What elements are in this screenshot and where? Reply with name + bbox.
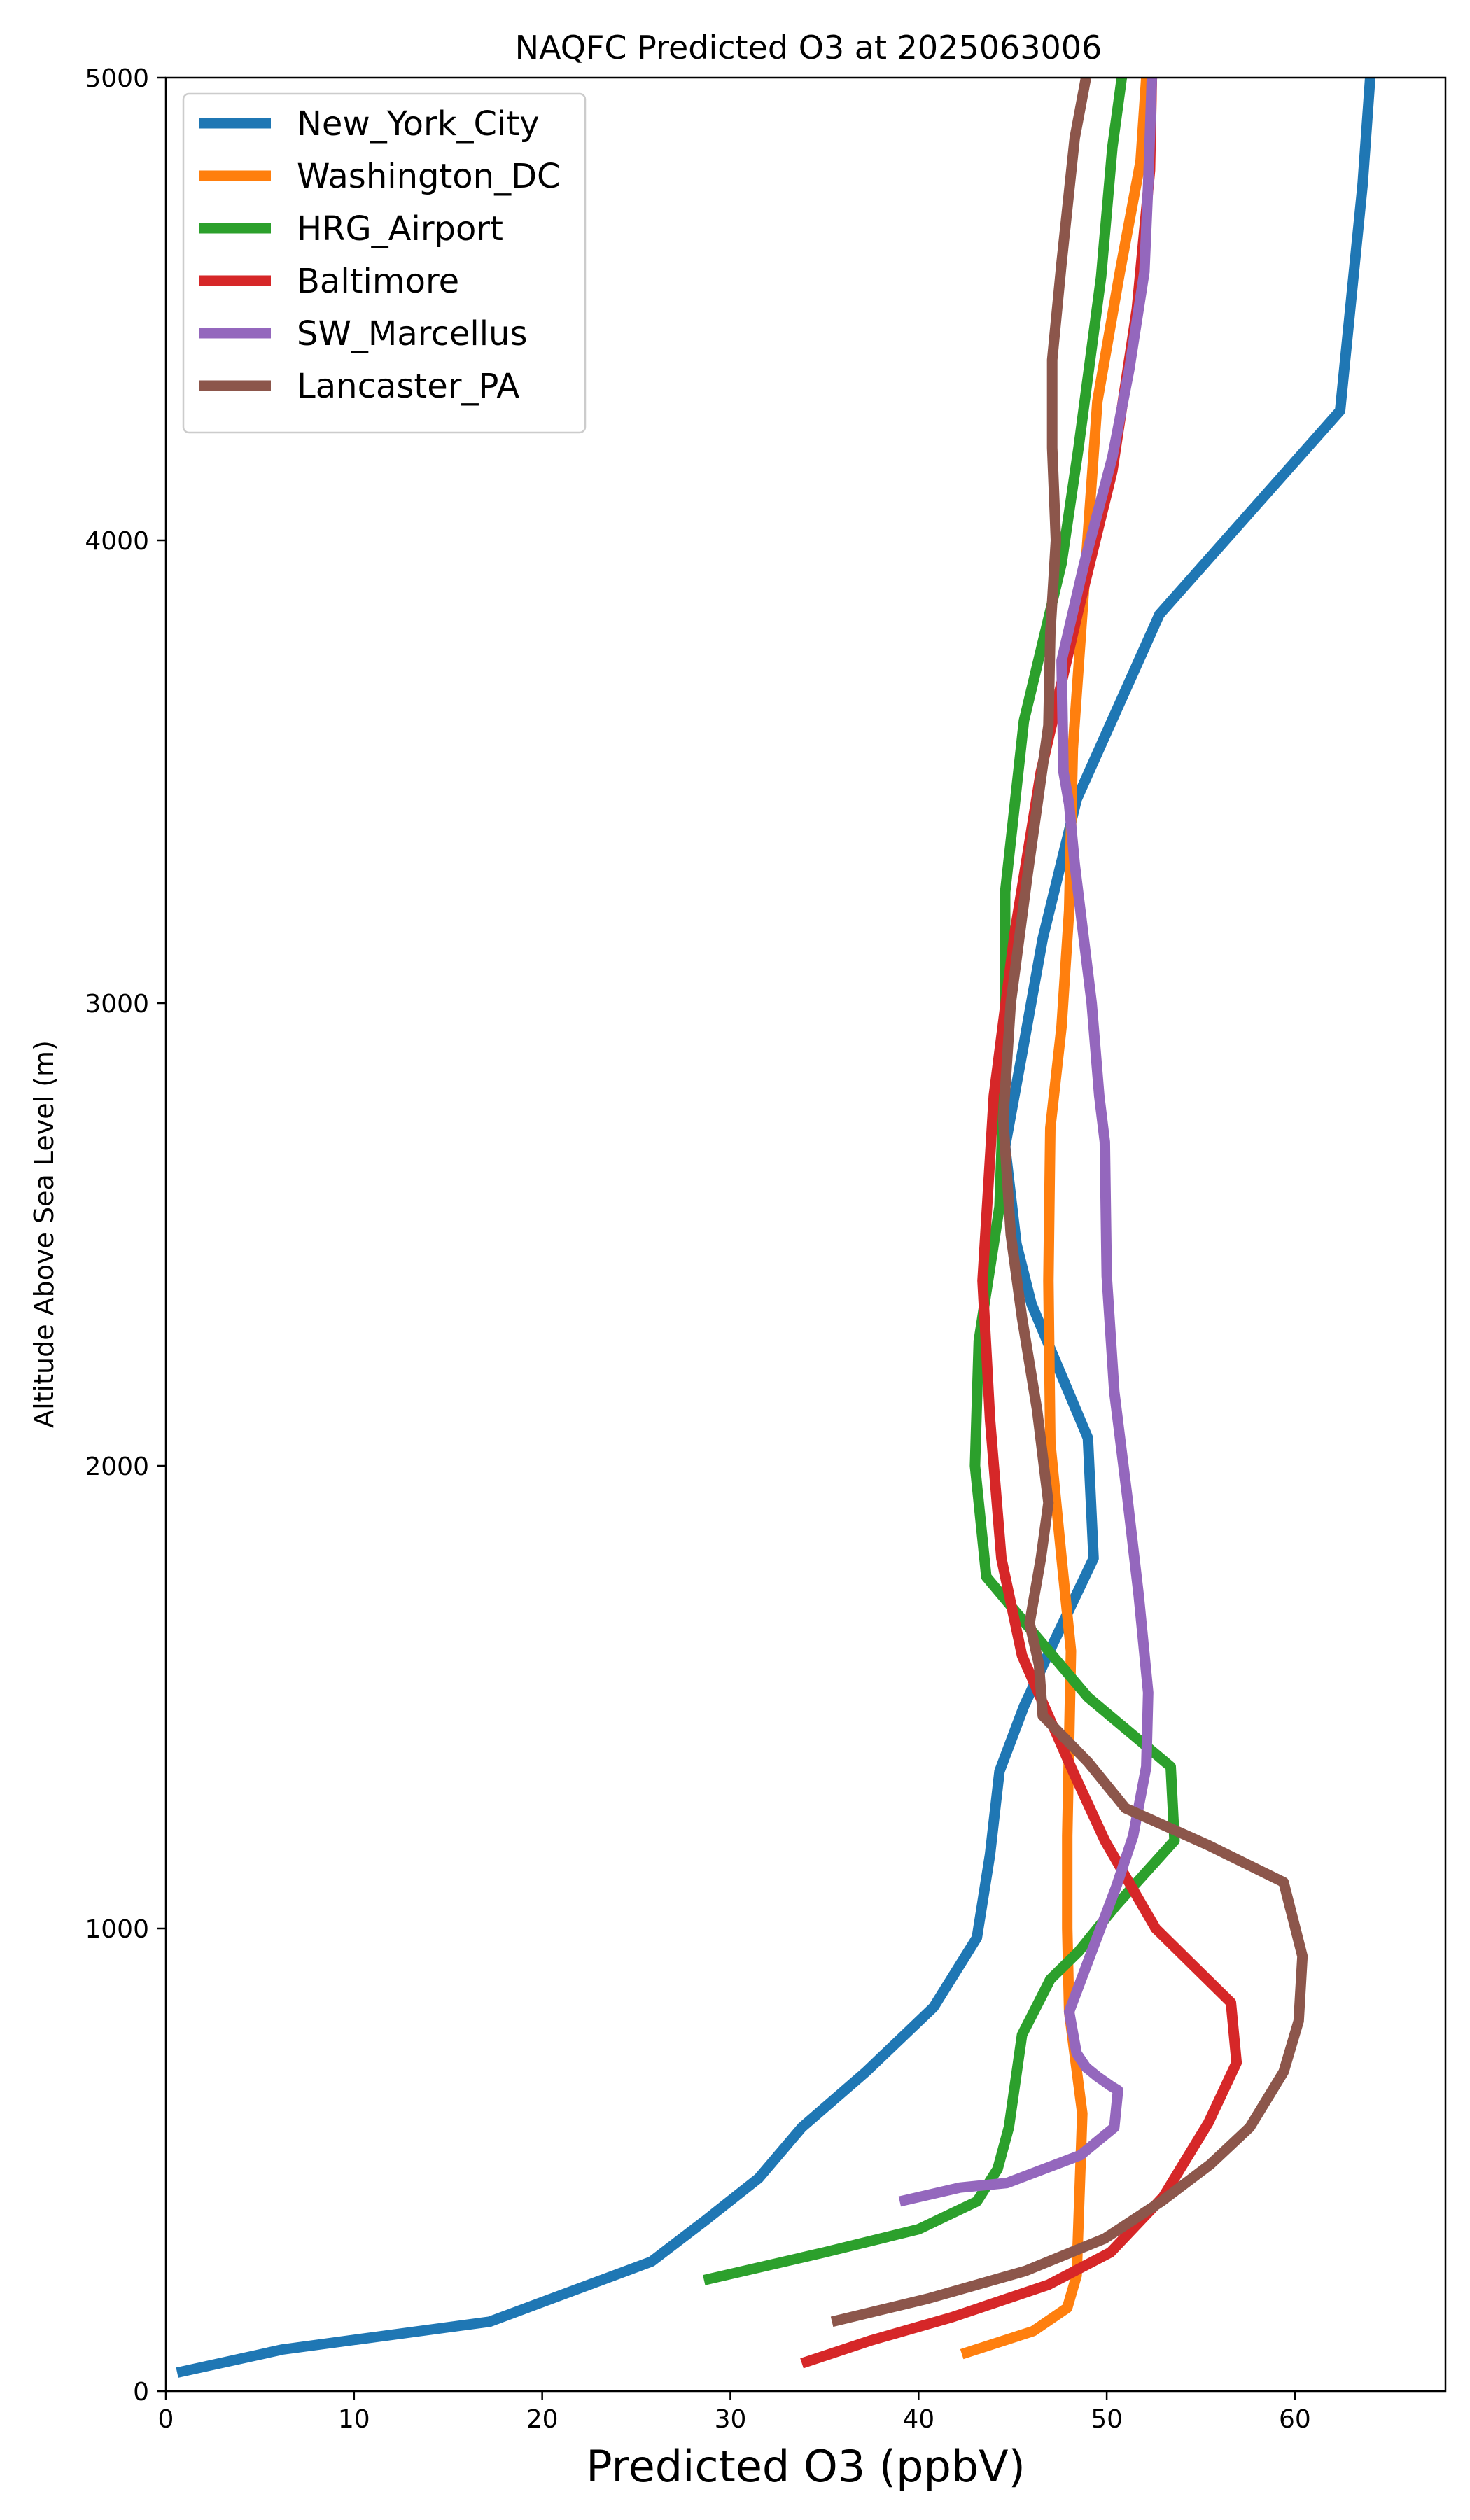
plot-frame [164,76,1447,2393]
legend-label-hrg-airport: HRG_Airport [297,209,503,248]
chart-title: NAQFC Predicted O3 at 2025063006 [515,29,1102,66]
series-line-lancaster-pa [830,78,1308,2328]
x-tick-label: 30 [715,2405,747,2434]
legend-label-new-york-city: New_York_City [297,104,540,144]
legend-box [182,92,587,434]
legend-label-lancaster-pa: Lancaster_PA [297,367,519,406]
x-tick-label: 0 [158,2405,174,2434]
x-tick-label: 50 [1091,2405,1123,2434]
y-tick-label: 3000 [85,990,149,1018]
legend-label-sw-marcellus: SW_Marcellus [297,314,527,354]
series-layer [176,78,1376,2378]
y-tick-label: 0 [133,2378,149,2407]
x-tick-label: 10 [338,2405,370,2434]
legend-label-baltimore: Baltimore [297,262,459,301]
y-tick-label: 1000 [85,1915,149,1944]
legend: New_York_City Washington_DC HRG_Airport Bal… [182,92,587,434]
series-line-sw-marcellus [898,78,1158,2207]
y-tick-label: 4000 [85,527,149,556]
y-axis: 0 1000 2000 3000 4000 5000 [85,64,166,2407]
legend-label-washington-dc: Washington_DC [297,157,561,196]
plot-area [164,76,1447,2393]
x-tick-label: 40 [902,2405,934,2434]
y-tick-label: 2000 [85,1452,149,1481]
x-tick-label: 60 [1279,2405,1311,2434]
x-tick-label: 20 [526,2405,559,2434]
y-tick-label: 5000 [85,64,149,93]
x-axis: 0 10 20 30 40 50 60 [158,2391,1311,2434]
x-axis-label: Predicted O3 (ppbV) [586,2441,1026,2492]
series-line-washington-dc [960,78,1152,2360]
y-axis-label: Altitude Above Sea Level (m) [29,1040,59,1428]
series-line-baltimore [800,78,1242,2369]
